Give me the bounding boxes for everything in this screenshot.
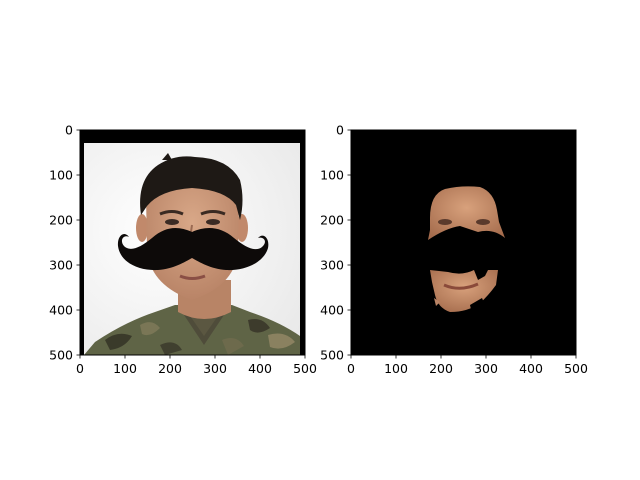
left-ear bbox=[136, 214, 148, 242]
left-y-tick-label: 300 bbox=[49, 258, 73, 273]
right-y-tick-label: 100 bbox=[320, 168, 344, 183]
right-x-tick-label: 100 bbox=[384, 361, 408, 376]
right-masked-skin-image bbox=[351, 130, 576, 355]
right-x-tick-label: 200 bbox=[429, 361, 453, 376]
right-x-tick-label: 400 bbox=[519, 361, 543, 376]
camo-patch-1 bbox=[105, 333, 132, 350]
forehead-skin-region bbox=[428, 186, 505, 240]
left-axes-frame bbox=[79, 129, 306, 356]
camo-patch-5 bbox=[160, 342, 182, 355]
masked-lips bbox=[443, 282, 479, 290]
right-x-tick-label: 300 bbox=[474, 361, 498, 376]
right-eyebrow bbox=[200, 210, 226, 216]
left-y-axis: 0 100 200 300 400 500 bbox=[49, 123, 80, 363]
camo-patch-3 bbox=[248, 319, 270, 333]
uniform-shoulders bbox=[84, 305, 300, 355]
left-x-tick-label: 200 bbox=[158, 361, 182, 376]
left-face-photo bbox=[80, 130, 305, 355]
photo-top-border bbox=[80, 130, 305, 143]
camo-patch-6 bbox=[222, 338, 244, 355]
skin-speckle bbox=[434, 298, 440, 306]
left-x-tick-label: 400 bbox=[248, 361, 272, 376]
photo-left-border bbox=[80, 130, 84, 355]
right-y-axis: 0 100 200 300 400 500 bbox=[320, 123, 351, 363]
right-ear bbox=[236, 214, 248, 242]
left-x-axis: 0 100 200 300 400 500 bbox=[76, 355, 317, 376]
mask-background bbox=[351, 130, 576, 355]
right-image-axes: 0 100 200 300 400 500 0 100 200 300 400 500 bbox=[320, 123, 588, 377]
right-y-tick-label: 0 bbox=[336, 123, 344, 138]
left-y-tick-label: 200 bbox=[49, 213, 73, 228]
right-x-tick-label: 500 bbox=[564, 361, 588, 376]
camo-patch-4 bbox=[268, 333, 295, 349]
right-y-tick-label: 500 bbox=[320, 348, 344, 363]
left-y-tick-label: 500 bbox=[49, 348, 73, 363]
right-x-tick-label: 0 bbox=[347, 361, 355, 376]
jaw-gap bbox=[470, 298, 487, 314]
left-eye bbox=[165, 219, 179, 225]
right-y-tick-label: 400 bbox=[320, 303, 344, 318]
left-x-tick-label: 300 bbox=[203, 361, 227, 376]
left-y-tick-label: 100 bbox=[49, 168, 73, 183]
right-axes-frame bbox=[350, 129, 577, 356]
left-x-tick-label: 100 bbox=[113, 361, 137, 376]
mustache bbox=[117, 228, 269, 271]
masked-left-eye bbox=[438, 219, 452, 225]
lips bbox=[179, 274, 206, 280]
left-image-axes: 0 100 200 300 400 500 0 100 200 300 400 500 bbox=[49, 123, 317, 377]
masked-right-eye bbox=[476, 219, 490, 225]
chin-notch bbox=[474, 270, 488, 280]
right-x-axis: 0 100 200 300 400 500 bbox=[347, 355, 588, 376]
right-y-tick-label: 300 bbox=[320, 258, 344, 273]
left-y-tick-label: 400 bbox=[49, 303, 73, 318]
hair bbox=[140, 156, 243, 220]
right-eye bbox=[206, 219, 220, 225]
photo-right-border bbox=[300, 130, 305, 355]
right-y-tick-label: 200 bbox=[320, 213, 344, 228]
left-x-tick-label: 0 bbox=[76, 361, 84, 376]
left-x-tick-label: 500 bbox=[293, 361, 317, 376]
left-y-tick-label: 0 bbox=[65, 123, 73, 138]
hair-tuft bbox=[162, 153, 172, 160]
camo-patch-2 bbox=[140, 322, 160, 336]
left-eyebrow bbox=[159, 210, 184, 216]
